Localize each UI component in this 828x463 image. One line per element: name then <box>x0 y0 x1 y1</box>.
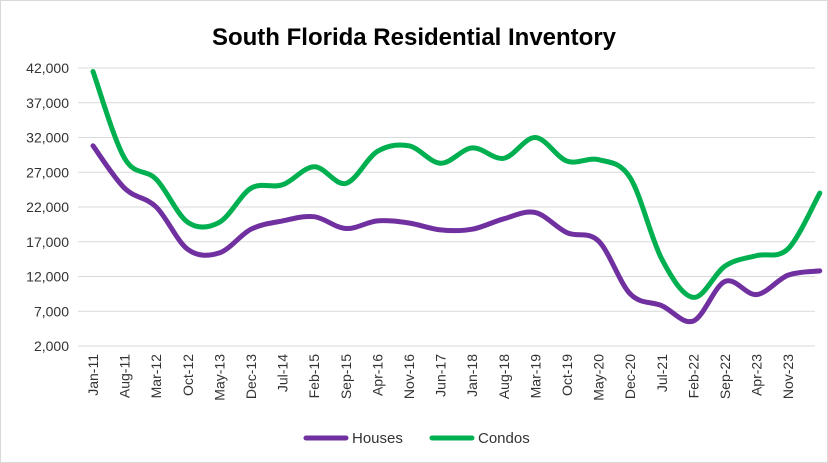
series-line-houses <box>90 143 823 325</box>
x-tick-label: Jul-14 <box>275 354 291 392</box>
x-axis-labels: Jan-11 Aug-11 Mar-12 Oct-12 May-13 Dec-13 Jul-… <box>85 354 796 401</box>
x-tick-label: May-13 <box>211 354 227 401</box>
x-tick-label: Feb-15 <box>306 354 322 399</box>
x-tick-label: Oct-19 <box>559 354 575 396</box>
x-tick-label: May-20 <box>591 354 607 401</box>
y-tick-label: 42,000 <box>26 60 69 76</box>
y-tick-label: 12,000 <box>26 269 69 285</box>
series-lines <box>90 69 823 325</box>
y-tick-label: 2,000 <box>34 338 69 354</box>
x-tick-label: Apr-23 <box>749 354 765 396</box>
x-tick-label: Jul-21 <box>654 354 670 392</box>
gridlines <box>78 67 815 347</box>
y-tick-label: 22,000 <box>26 199 69 215</box>
x-tick-label: Dec-13 <box>243 354 259 399</box>
legend: Houses Condos <box>303 430 530 447</box>
x-tick-label: Nov-16 <box>401 354 417 399</box>
x-tick-label: Nov-23 <box>780 354 796 399</box>
x-tick-label: Mar-19 <box>527 354 543 399</box>
x-tick-label: Jan-18 <box>464 354 480 397</box>
x-tick-label: Dec-20 <box>622 354 638 399</box>
x-tick-label: Aug-11 <box>117 354 133 398</box>
x-tick-label: Mar-12 <box>148 354 164 399</box>
x-tick-label: Aug-18 <box>496 354 512 399</box>
y-tick-label: 27,000 <box>26 164 69 180</box>
y-tick-label: 37,000 <box>26 95 69 111</box>
y-tick-label: 7,000 <box>34 303 69 319</box>
x-tick-label: Oct-12 <box>180 354 196 396</box>
x-tick-label: Feb-22 <box>685 354 701 399</box>
chart-title: South Florida Residential Inventory <box>212 24 617 51</box>
y-tick-label: 32,000 <box>26 130 69 146</box>
x-tick-label: Apr-16 <box>369 354 385 396</box>
series-line-condos <box>90 69 823 300</box>
x-tick-label: Jan-11 <box>85 354 101 396</box>
legend-label-condos: Condos <box>478 430 530 447</box>
x-tick-label: Jun-17 <box>433 354 449 397</box>
x-tick-label: Sep-15 <box>338 354 354 399</box>
x-tick-label: Sep-22 <box>717 354 733 399</box>
y-axis-labels: 2,000 7,000 12,000 17,000 22,000 27,000 32,000… <box>26 60 69 354</box>
legend-label-houses: Houses <box>352 430 403 447</box>
y-tick-label: 17,000 <box>26 234 69 250</box>
